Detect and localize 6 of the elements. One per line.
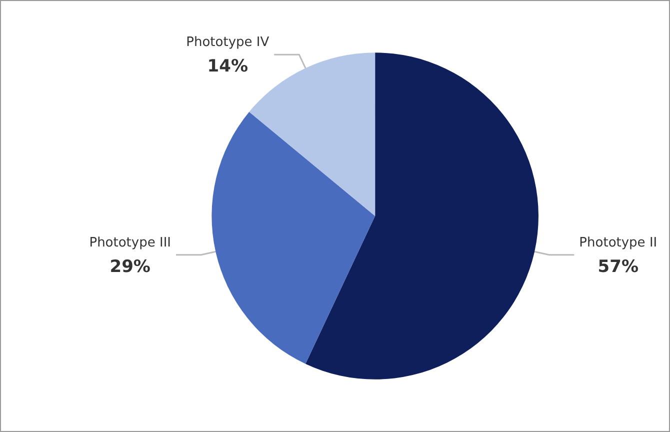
slice-label: Phototype III [89, 235, 171, 250]
data-label: 14% [207, 56, 248, 77]
data-label: 57% [598, 256, 638, 277]
slice-label: Phototype II [579, 235, 658, 250]
slice-label: Phototype IV [186, 35, 270, 50]
data-label: 29% [110, 256, 150, 277]
